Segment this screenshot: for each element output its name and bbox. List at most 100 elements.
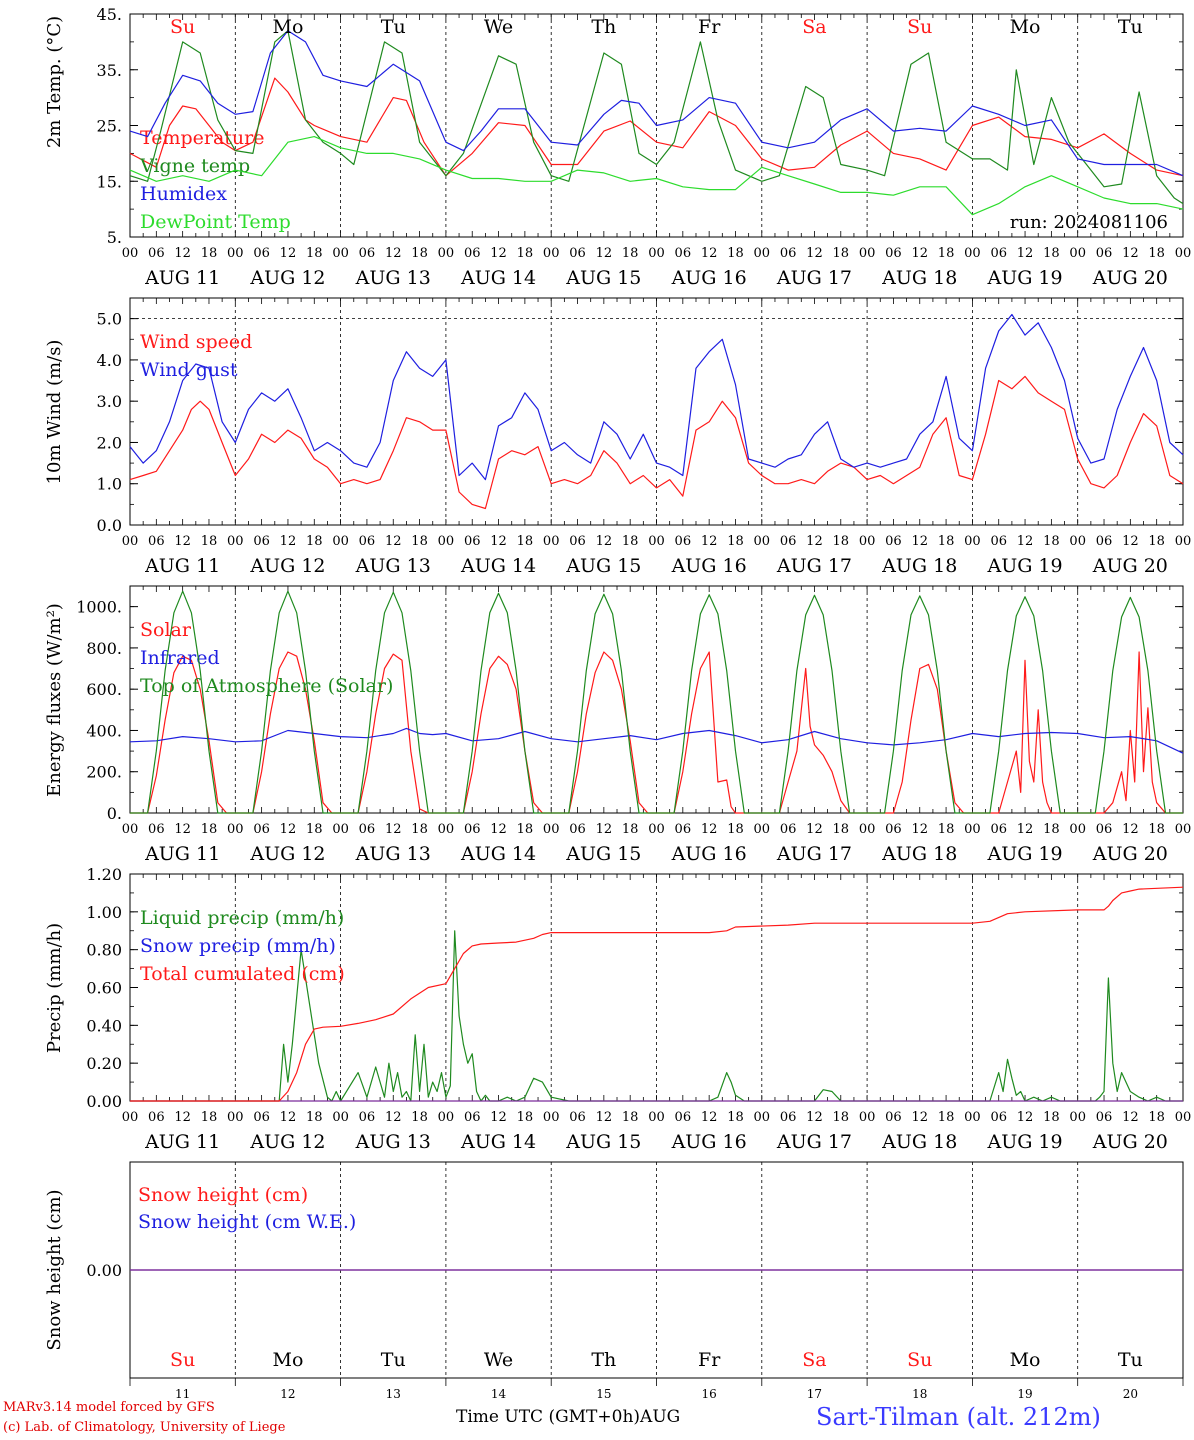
- weekday-label: Tu: [381, 16, 406, 38]
- legend-entry: Wind speed: [140, 331, 252, 353]
- series-line-0-1: [129, 30, 1184, 205]
- hour-label: 18: [201, 246, 218, 261]
- y-tick-label: 0.80: [86, 941, 122, 960]
- hour-label: 12: [1017, 534, 1034, 549]
- y-tick-label: 800.: [86, 639, 122, 658]
- hour-label: 00: [227, 1110, 244, 1125]
- hour-label: 06: [990, 246, 1007, 261]
- hour-label: 06: [253, 1110, 270, 1125]
- hour-label: 00: [648, 822, 665, 837]
- hour-label: 12: [596, 822, 613, 837]
- hour-label: 18: [622, 534, 639, 549]
- hour-label: 00: [754, 1110, 771, 1125]
- station-altitude: (alt. 212m): [966, 1403, 1101, 1431]
- hour-label: 18: [622, 822, 639, 837]
- hour-label: 06: [359, 246, 376, 261]
- y-axis-label: Precip (mm/h): [44, 923, 65, 1053]
- hour-label: 12: [596, 246, 613, 261]
- hour-label: 18: [622, 1110, 639, 1125]
- month-label: AUG: [640, 1407, 681, 1427]
- hour-label: 18: [306, 246, 323, 261]
- hour-label: 12: [280, 822, 297, 837]
- date-label: AUG 13: [355, 1131, 431, 1153]
- hour-label: 00: [1175, 1110, 1192, 1125]
- hour-label: 12: [911, 246, 928, 261]
- date-label: AUG 13: [355, 267, 431, 289]
- hour-label: 00: [438, 1110, 455, 1125]
- hour-label: 00: [1069, 246, 1086, 261]
- hour-label: 06: [990, 1110, 1007, 1125]
- hour-label: 06: [1096, 534, 1113, 549]
- hour-label: 00: [859, 822, 876, 837]
- hour-label: 18: [833, 534, 850, 549]
- y-tick-label: 600.: [86, 680, 122, 699]
- hour-label: 18: [727, 534, 744, 549]
- hour-label: 06: [253, 534, 270, 549]
- weekday-label: Tu: [1118, 16, 1143, 38]
- date-label: AUG 15: [565, 267, 641, 289]
- legend-entry: Liquid precip (mm/h): [140, 907, 344, 929]
- hour-label: 00: [122, 534, 139, 549]
- time-axis-label: Time UTC (GMT+0h): [456, 1407, 641, 1427]
- legend-entry: Snow precip (mm/h): [140, 935, 336, 957]
- hour-label: 18: [727, 822, 744, 837]
- weekday-label: Sa: [802, 1349, 826, 1371]
- day-number: 14: [491, 1387, 507, 1401]
- weekday-label: Su: [170, 16, 195, 38]
- y-tick-label: 0.: [107, 804, 122, 823]
- hour-label: 00: [1069, 534, 1086, 549]
- hour-label: 06: [990, 534, 1007, 549]
- hour-label: 00: [543, 1110, 560, 1125]
- hour-label: 00: [543, 246, 560, 261]
- hour-label: 00: [754, 822, 771, 837]
- weekday-label: Mo: [1010, 1349, 1041, 1371]
- hour-label: 12: [490, 1110, 507, 1125]
- hour-label: 18: [1148, 822, 1165, 837]
- date-label: AUG 19: [986, 267, 1062, 289]
- y-tick-label: 45.: [97, 5, 122, 24]
- series-line-0-0: [129, 77, 1184, 177]
- date-label: AUG 20: [1092, 267, 1168, 289]
- hour-label: 12: [911, 822, 928, 837]
- series-line-2-0: [130, 651, 1183, 814]
- hour-label: 12: [1017, 1110, 1034, 1125]
- hour-label: 12: [280, 534, 297, 549]
- day-number: 12: [280, 1387, 295, 1401]
- hour-label: 12: [174, 1110, 191, 1125]
- hour-label: 06: [1096, 822, 1113, 837]
- hour-label: 12: [280, 1110, 297, 1125]
- series-line-2-2: [130, 590, 1183, 814]
- hour-label: 12: [596, 1110, 613, 1125]
- hour-label: 12: [1017, 246, 1034, 261]
- date-label: AUG 15: [565, 1131, 641, 1153]
- hour-label: 06: [464, 534, 481, 549]
- hour-label: 12: [596, 534, 613, 549]
- hour-label: 00: [332, 246, 349, 261]
- y-tick-label: 0.20: [86, 1054, 122, 1073]
- date-label: AUG 16: [671, 1131, 747, 1153]
- hour-label: 06: [359, 534, 376, 549]
- legend-entry: Vigne temp: [139, 155, 250, 177]
- hour-label: 12: [1122, 822, 1139, 837]
- hour-label: 00: [859, 1110, 876, 1125]
- hour-label: 00: [1175, 246, 1192, 261]
- date-label: AUG 11: [144, 843, 220, 865]
- date-label: AUG 19: [986, 555, 1062, 577]
- hour-label: 12: [385, 534, 402, 549]
- hour-label: 00: [438, 822, 455, 837]
- weekday-label: Mo: [272, 16, 303, 38]
- hour-label: 06: [253, 246, 270, 261]
- hour-label: 06: [1096, 1110, 1113, 1125]
- date-label: AUG 18: [881, 843, 957, 865]
- hour-label: 12: [490, 822, 507, 837]
- date-label: AUG 14: [460, 267, 536, 289]
- weekday-label: Su: [907, 16, 932, 38]
- hour-label: 06: [148, 534, 165, 549]
- hour-label: 12: [806, 822, 823, 837]
- hour-label: 06: [359, 1110, 376, 1125]
- weekday-label: Th: [591, 16, 616, 38]
- date-label: AUG 13: [355, 843, 431, 865]
- hour-label: 18: [1043, 246, 1060, 261]
- hour-label: 12: [1122, 246, 1139, 261]
- day-number: 17: [807, 1387, 822, 1401]
